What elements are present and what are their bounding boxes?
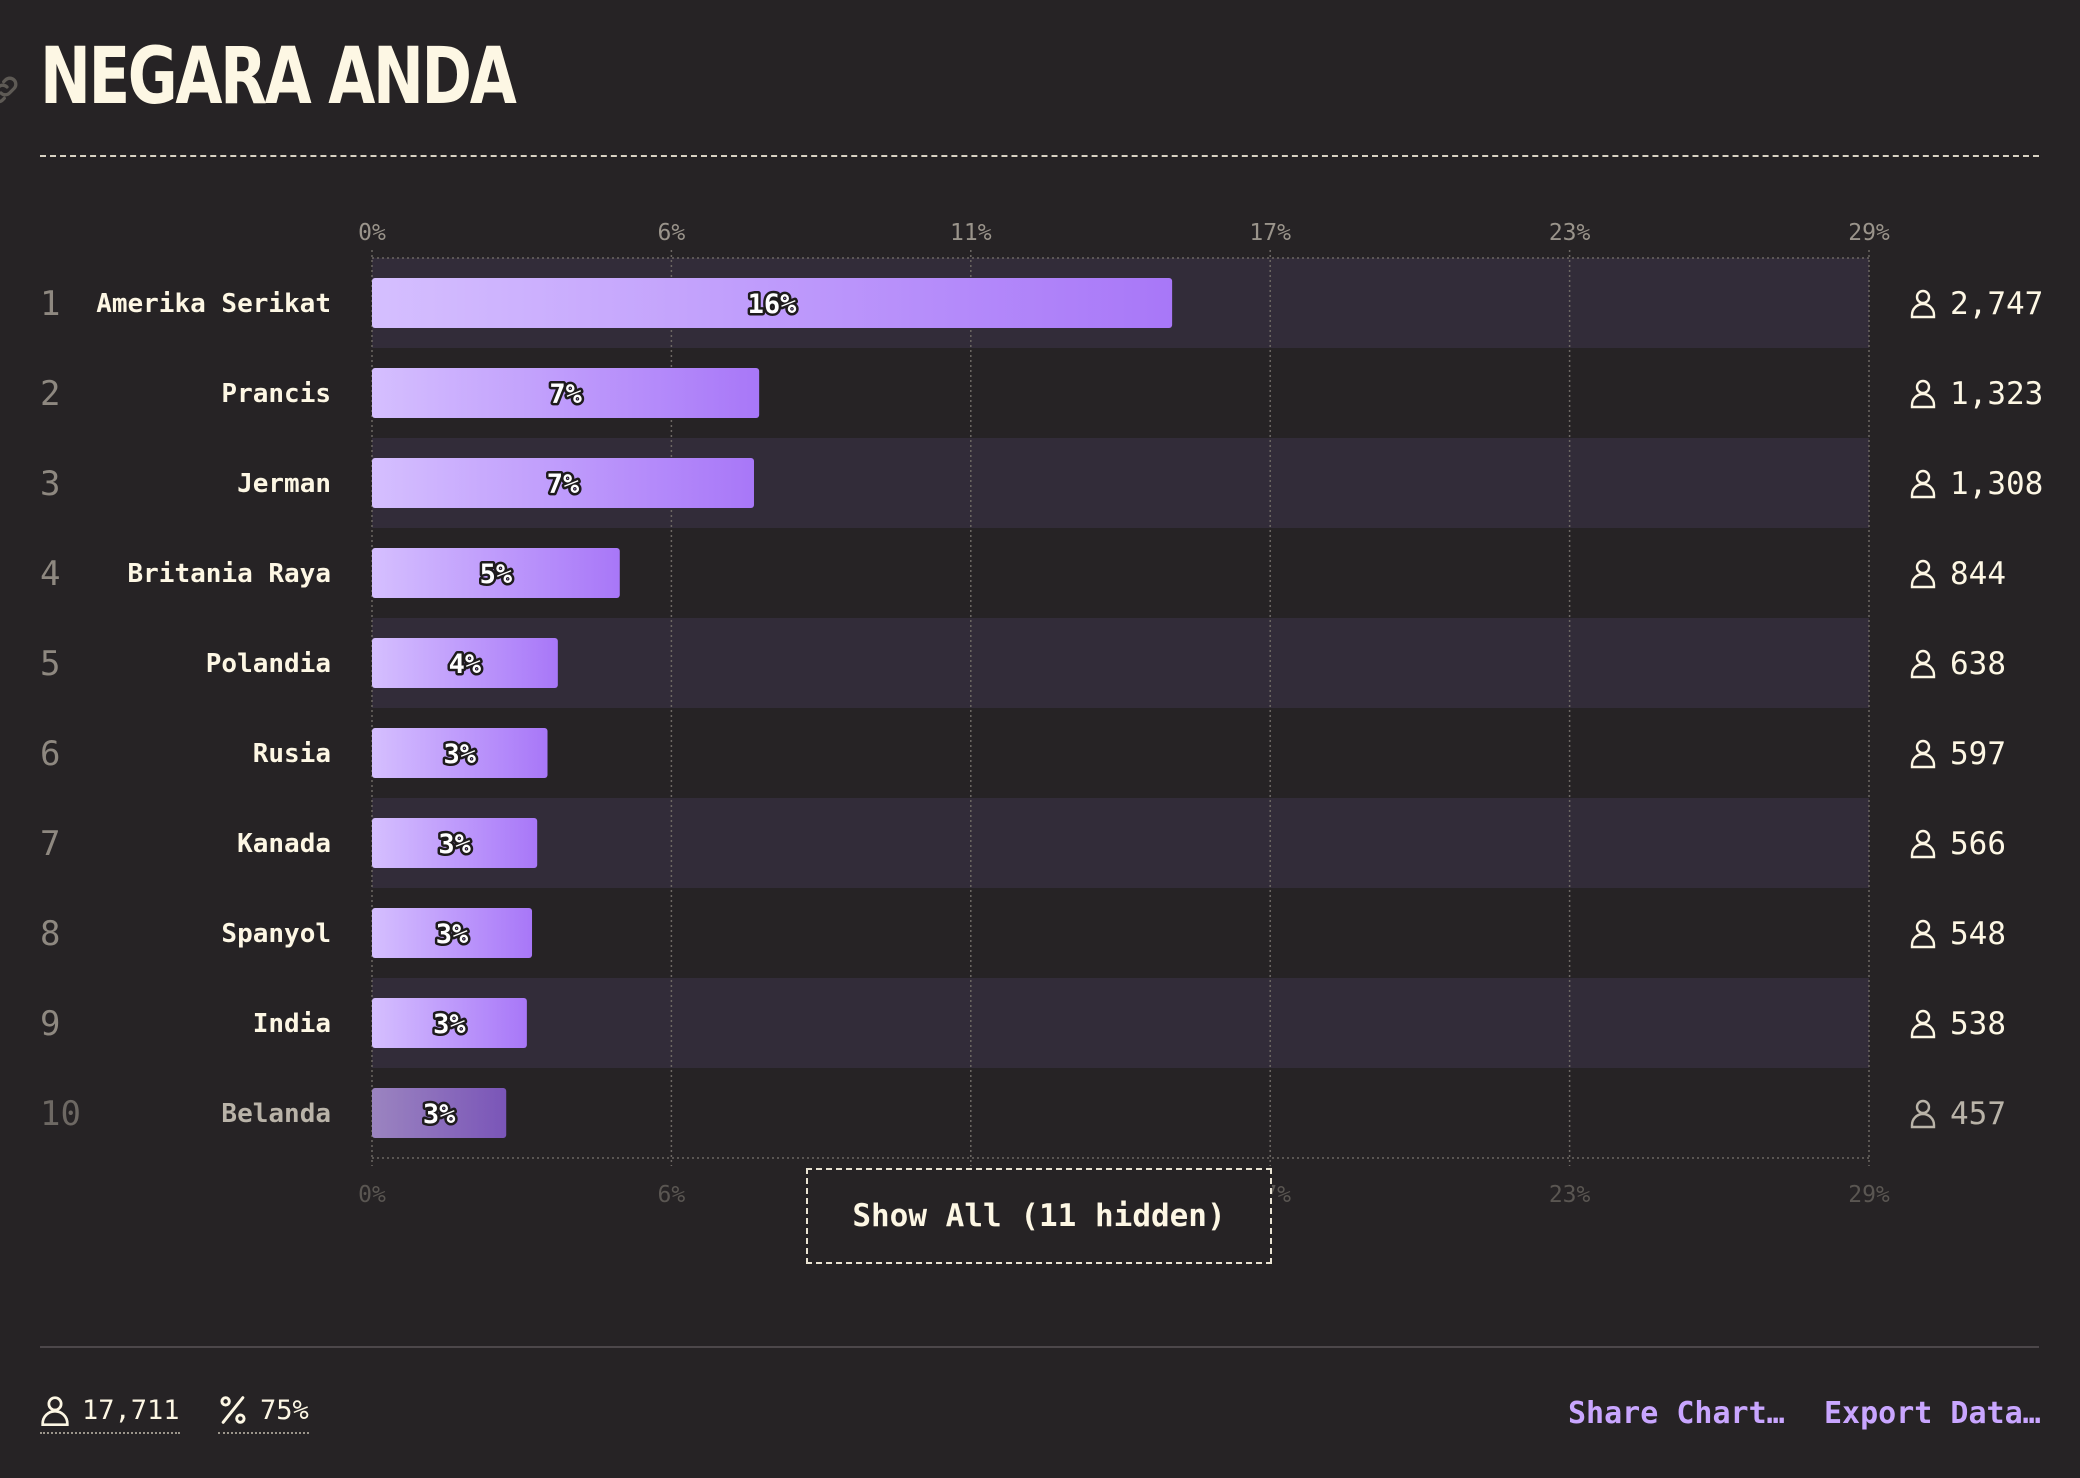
- x-tick-label-top: 17%: [1249, 220, 1291, 246]
- bar-value-label: 3%: [443, 739, 476, 770]
- page-title: NEGARA ANDA: [40, 32, 517, 122]
- bar-value-label: 4%: [449, 649, 482, 680]
- bar-value-label: 3%: [433, 1009, 466, 1040]
- country-label: Prancis: [221, 379, 331, 409]
- bar: [372, 638, 558, 688]
- rank-label: 10: [40, 1094, 81, 1134]
- rank-label: 2: [40, 374, 60, 414]
- percent-icon: [220, 1396, 246, 1424]
- bar: [372, 368, 760, 418]
- bar-value-label: 3%: [423, 1099, 456, 1130]
- count-label: 548: [1950, 916, 2006, 952]
- country-label: Belanda: [221, 1099, 331, 1129]
- count-label: 2,747: [1950, 286, 2043, 322]
- bar-value-label: 7%: [549, 379, 582, 410]
- title-divider: [40, 155, 2039, 157]
- export-data-link[interactable]: Export Data…: [1824, 1396, 2041, 1431]
- count-label: 597: [1950, 736, 2006, 772]
- count-label: 844: [1950, 556, 2006, 592]
- link-icon[interactable]: [0, 72, 22, 108]
- total-respondents-value: 17,711: [82, 1394, 180, 1426]
- country-label: India: [253, 1009, 331, 1039]
- response-rate[interactable]: 75%: [218, 1394, 309, 1434]
- person-icon: [1910, 469, 1936, 499]
- person-icon: [1910, 379, 1936, 409]
- bar: [372, 818, 538, 868]
- count-label: 538: [1950, 1006, 2006, 1042]
- x-tick-label-top: 0%: [358, 220, 386, 246]
- x-tick-label-top: 11%: [950, 220, 992, 246]
- x-tick-label-top: 29%: [1848, 220, 1890, 246]
- country-label: Polandia: [206, 649, 331, 679]
- rank-label: 3: [40, 464, 60, 504]
- bar-value-label: 5%: [480, 559, 513, 590]
- bar: [372, 998, 527, 1048]
- person-icon: [1910, 289, 1936, 319]
- row-band: [372, 618, 1869, 708]
- count-label: 1,308: [1950, 466, 2043, 502]
- bar: [372, 1088, 507, 1138]
- person-icon: [1910, 559, 1936, 589]
- rank-label: 6: [40, 734, 60, 774]
- country-label: Britania Raya: [128, 559, 332, 589]
- person-icon: [1910, 919, 1936, 949]
- rank-label: 4: [40, 554, 60, 594]
- person-icon: [41, 1396, 69, 1426]
- count-label: 638: [1950, 646, 2006, 682]
- x-tick-label-top: 6%: [658, 220, 686, 246]
- bar-value-label: 16%: [748, 289, 798, 320]
- person-icon: [1910, 649, 1936, 679]
- bar: [372, 908, 533, 958]
- row-band: [372, 978, 1869, 1068]
- bar-value-label: 3%: [438, 829, 471, 860]
- x-tick-label-bottom: 6%: [658, 1182, 686, 1208]
- total-respondents[interactable]: 17,711: [40, 1394, 180, 1434]
- x-tick-label-bottom: 0%: [358, 1182, 386, 1208]
- row-band: [372, 798, 1869, 888]
- count-label: 1,323: [1950, 376, 2043, 412]
- bar: [372, 548, 620, 598]
- person-icon: [1910, 1099, 1936, 1129]
- bar-value-label: 7%: [547, 469, 580, 500]
- x-tick-label-bottom: 29%: [1848, 1182, 1890, 1208]
- rank-label: 8: [40, 914, 60, 954]
- country-label: Amerika Serikat: [96, 289, 331, 319]
- rank-label: 5: [40, 644, 60, 684]
- bar: [372, 728, 548, 778]
- bar: [372, 278, 1173, 328]
- x-tick-label-top: 23%: [1549, 220, 1591, 246]
- country-label: Spanyol: [221, 919, 331, 949]
- bar: [372, 458, 754, 508]
- footer-divider: [40, 1346, 2039, 1348]
- x-tick-label-bottom: 23%: [1549, 1182, 1591, 1208]
- count-label: 457: [1950, 1096, 2006, 1132]
- show-all-button[interactable]: Show All (11 hidden): [806, 1168, 1272, 1264]
- rank-label: 1: [40, 284, 60, 324]
- count-label: 566: [1950, 826, 2006, 862]
- rank-label: 9: [40, 1004, 60, 1044]
- bar-value-label: 3%: [436, 919, 469, 950]
- country-label: Kanada: [237, 829, 331, 859]
- country-label: Rusia: [253, 739, 331, 769]
- person-icon: [1910, 829, 1936, 859]
- share-chart-link[interactable]: Share Chart…: [1568, 1396, 1785, 1431]
- person-icon: [1910, 739, 1936, 769]
- response-rate-value: 75%: [260, 1394, 309, 1426]
- country-label: Jerman: [237, 469, 331, 499]
- bar-chart: 0%0%6%6%11%11%17%17%23%23%29%29%1Amerika…: [40, 220, 2043, 1208]
- person-icon: [1910, 1009, 1936, 1039]
- rank-label: 7: [40, 824, 60, 864]
